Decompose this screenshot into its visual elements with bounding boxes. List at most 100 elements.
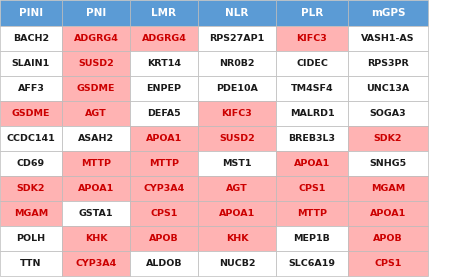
Text: MTTP: MTTP [81,159,111,168]
Bar [0,126,62,151]
Bar [197,251,275,276]
Bar [275,76,347,101]
Text: PDE10A: PDE10A [216,84,258,93]
Bar [0,151,62,176]
Bar [130,51,197,76]
Bar [0,0,62,26]
Bar [275,0,347,26]
Bar [275,51,347,76]
Text: MEP1B: MEP1B [293,234,330,243]
Text: PINI: PINI [19,8,43,18]
Text: NUCB2: NUCB2 [218,259,255,268]
Bar [197,101,275,126]
Bar [197,76,275,101]
Text: GSDME: GSDME [12,109,50,118]
Text: APOB: APOB [149,234,178,243]
Bar [0,101,62,126]
Bar [275,201,347,226]
Text: UNC13A: UNC13A [365,84,409,93]
Bar [130,151,197,176]
Bar [0,201,62,226]
Text: KHK: KHK [85,234,107,243]
Bar [62,51,130,76]
Bar [62,126,130,151]
Bar [130,251,197,276]
Text: KIFC3: KIFC3 [221,109,252,118]
Bar [62,26,130,51]
Bar [275,251,347,276]
Bar [347,76,427,101]
Bar [347,51,427,76]
Text: MALRD1: MALRD1 [289,109,334,118]
Bar [197,176,275,201]
Bar [197,151,275,176]
Bar [275,176,347,201]
Text: NLR: NLR [225,8,248,18]
Text: BREB3L3: BREB3L3 [288,134,335,143]
Text: SLC6A19: SLC6A19 [288,259,335,268]
Text: CPS1: CPS1 [150,209,177,218]
Text: CCDC141: CCDC141 [7,134,55,143]
Text: SUSD2: SUSD2 [219,134,254,143]
Bar [130,26,197,51]
Text: PLR: PLR [300,8,323,18]
Text: TM4SF4: TM4SF4 [290,84,333,93]
Bar [0,26,62,51]
Text: NR0B2: NR0B2 [219,59,254,68]
Text: AGT: AGT [226,184,248,193]
Bar [62,151,130,176]
Bar [275,226,347,251]
Text: KHK: KHK [225,234,248,243]
Bar [347,26,427,51]
Text: BACH2: BACH2 [13,34,49,43]
Text: MST1: MST1 [222,159,251,168]
Bar [347,226,427,251]
Bar [0,226,62,251]
Text: KRT14: KRT14 [147,59,181,68]
Bar [197,51,275,76]
Text: RPS27AP1: RPS27AP1 [209,34,264,43]
Text: APOA1: APOA1 [293,159,329,168]
Text: CPS1: CPS1 [374,259,401,268]
Bar [130,226,197,251]
Text: SUSD2: SUSD2 [78,59,114,68]
Bar [62,201,130,226]
Text: MTTP: MTTP [296,209,326,218]
Bar [275,101,347,126]
Text: RPS3PR: RPS3PR [366,59,408,68]
Text: MTTP: MTTP [149,159,179,168]
Text: SDK2: SDK2 [373,134,401,143]
Text: POLH: POLH [16,234,46,243]
Text: GSDME: GSDME [76,84,115,93]
Bar [130,176,197,201]
Text: ADGRG4: ADGRG4 [141,34,186,43]
Text: SLAIN1: SLAIN1 [12,59,50,68]
Text: CPS1: CPS1 [298,184,325,193]
Text: ALDOB: ALDOB [146,259,182,268]
Text: CIDEC: CIDEC [295,59,327,68]
Bar [347,176,427,201]
Bar [197,201,275,226]
Text: CD69: CD69 [17,159,45,168]
Bar [130,126,197,151]
Text: DEFA5: DEFA5 [147,109,181,118]
Text: ADGRG4: ADGRG4 [73,34,118,43]
Text: CYP3A4: CYP3A4 [75,259,116,268]
Text: ASAH2: ASAH2 [78,134,114,143]
Bar [0,176,62,201]
Bar [62,226,130,251]
Bar [197,126,275,151]
Bar [62,0,130,26]
Text: VASH1-AS: VASH1-AS [360,34,414,43]
Text: AFF3: AFF3 [18,84,44,93]
Text: AGT: AGT [85,109,106,118]
Text: SNHG5: SNHG5 [369,159,406,168]
Text: GSTA1: GSTA1 [79,209,113,218]
Bar [197,0,275,26]
Bar [275,126,347,151]
Text: APOA1: APOA1 [78,184,114,193]
Bar [347,251,427,276]
Bar [130,101,197,126]
Text: APOB: APOB [372,234,402,243]
Text: SDK2: SDK2 [17,184,45,193]
